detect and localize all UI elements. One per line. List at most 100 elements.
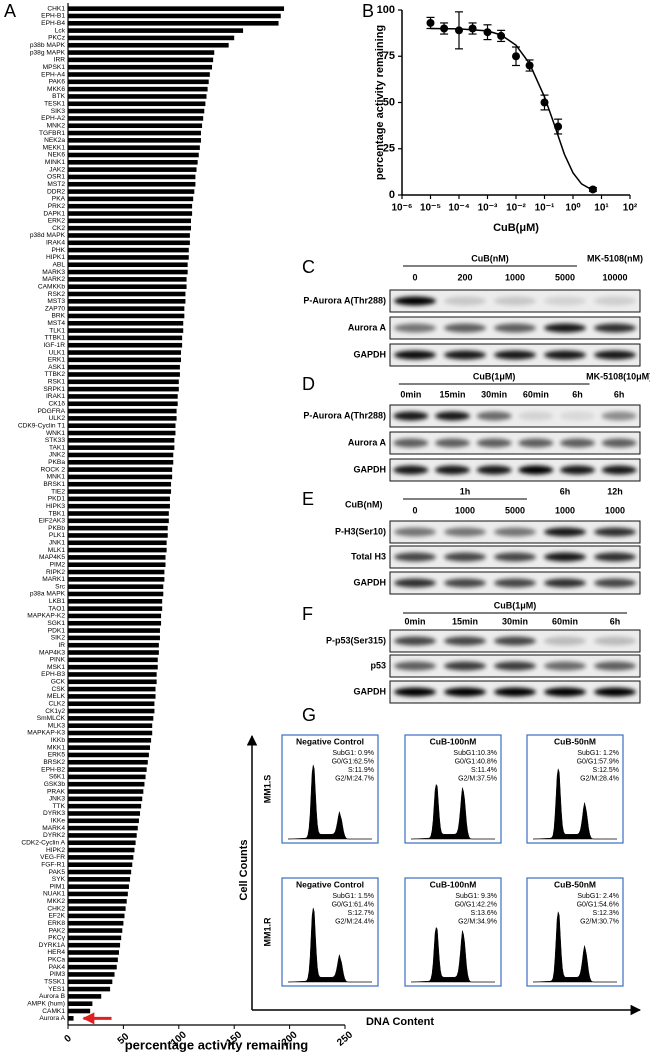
y-tick-label: p38a MAPK — [30, 591, 66, 598]
bar — [68, 789, 144, 794]
bar — [68, 240, 190, 246]
bar — [68, 774, 146, 780]
bar — [68, 928, 123, 933]
blot-band — [476, 465, 512, 475]
bar — [68, 57, 214, 63]
histogram-shape — [288, 907, 372, 983]
y-tick-label: SGK1 — [47, 620, 65, 627]
bar — [68, 328, 184, 333]
panel-letter: G — [302, 705, 316, 725]
y-tick-label: MKK2 — [47, 898, 65, 905]
y-tick-label: PRK2 — [48, 203, 66, 210]
bar — [68, 299, 186, 304]
bar — [68, 20, 279, 26]
y-tick-label: GCK — [51, 679, 66, 686]
row-label: Total H3 — [351, 551, 386, 561]
blot-band — [594, 350, 636, 360]
stat-label: SubG1: 1.2% — [577, 750, 619, 757]
y-tick-label: Lck — [55, 27, 66, 34]
blot-band — [594, 296, 636, 306]
bar — [68, 269, 188, 275]
lane-label: 6h — [614, 389, 625, 399]
bar — [68, 694, 156, 699]
bar — [68, 672, 157, 677]
bar — [68, 277, 187, 282]
stat-label: S:11.4% — [471, 767, 497, 774]
y-tick-label: PRAK — [47, 788, 66, 795]
y-tick-label: PLK1 — [49, 532, 65, 539]
blot-band — [476, 411, 512, 421]
y-tick-label: ULK1 — [49, 349, 66, 356]
bar — [68, 474, 173, 480]
bar — [68, 430, 176, 436]
bar — [68, 1008, 91, 1014]
blot-band — [394, 350, 436, 360]
bar — [68, 50, 215, 55]
x-tick-label: 250 — [335, 1029, 355, 1048]
stat-label: SubG1: 0.9% — [332, 750, 374, 757]
y-tick-label: SmMLCK — [37, 715, 66, 722]
blot-band — [594, 527, 636, 537]
blot-strip — [389, 404, 641, 428]
bar — [68, 342, 183, 348]
bar — [68, 423, 176, 429]
blot-band — [444, 661, 486, 671]
y-tick-label: PDGFRA — [38, 408, 66, 415]
lane-label: 0 — [412, 272, 417, 282]
y-tick-label: PIM1 — [50, 883, 66, 890]
y-tick-label: SIK3 — [51, 108, 66, 115]
group-label: CuB(1μM) — [473, 371, 516, 381]
bar — [68, 650, 159, 655]
y-tick-label: GSK3b — [44, 781, 66, 788]
bar — [68, 189, 195, 194]
blot-band — [518, 438, 554, 448]
bar — [68, 196, 194, 202]
blot-band — [594, 323, 636, 333]
stat-label: G0/G1:54.6% — [577, 901, 619, 908]
histogram-shape — [533, 911, 617, 983]
bar — [68, 657, 158, 663]
panel-letter: E — [302, 489, 314, 509]
bar — [68, 181, 196, 187]
blot-band — [544, 350, 586, 360]
blot-band — [444, 527, 486, 537]
blot-band — [544, 527, 586, 537]
y-tick-label: MARK2 — [42, 276, 65, 283]
y-tick-label: DDR2 — [47, 188, 65, 195]
y-tick-label: CAMK1 — [42, 1008, 65, 1015]
bar — [68, 218, 191, 224]
plot-title: CuB-50nM — [554, 879, 596, 889]
row-label: Aurora A — [348, 437, 387, 447]
y-tick-label: DYRK1A — [39, 942, 66, 949]
bar — [68, 686, 156, 692]
y-tick-label: HIPK2 — [46, 847, 65, 854]
bar — [68, 408, 177, 414]
y-tick-label: EF2K — [49, 913, 66, 920]
blot-strip — [389, 458, 641, 482]
x-tick-label: 10⁻⁵ — [420, 203, 441, 214]
y-tick-label: MEKK1 — [43, 144, 66, 151]
y-tick-label: PKBa — [48, 459, 65, 466]
y-tick-label: RIPK2 — [46, 569, 65, 576]
y-tick-label: NEK2a — [44, 137, 65, 144]
row-label: p53 — [370, 660, 386, 670]
stat-label: G0/G1:62.5% — [332, 758, 374, 765]
x-tick-label: 0 — [62, 1033, 74, 1045]
y-tick-label: 75 — [383, 50, 395, 62]
blot-band — [560, 411, 595, 421]
y-tick-label: BTK — [52, 93, 65, 100]
bar — [68, 811, 141, 816]
stat-label: G2/M:34.9% — [458, 918, 497, 925]
blot-band — [560, 465, 595, 475]
bar — [68, 877, 131, 882]
y-tick-label: ASK1 — [48, 364, 65, 371]
x-axis-label: DNA Content — [366, 1016, 434, 1028]
treatment-label: CuB(nM) — [345, 499, 383, 509]
bar — [68, 6, 285, 11]
bar — [68, 950, 119, 955]
plot-title: Negative Control — [296, 736, 364, 746]
bar — [68, 555, 166, 560]
lane-label: 0min — [404, 616, 425, 626]
bar — [68, 1016, 74, 1021]
bar — [68, 569, 165, 575]
